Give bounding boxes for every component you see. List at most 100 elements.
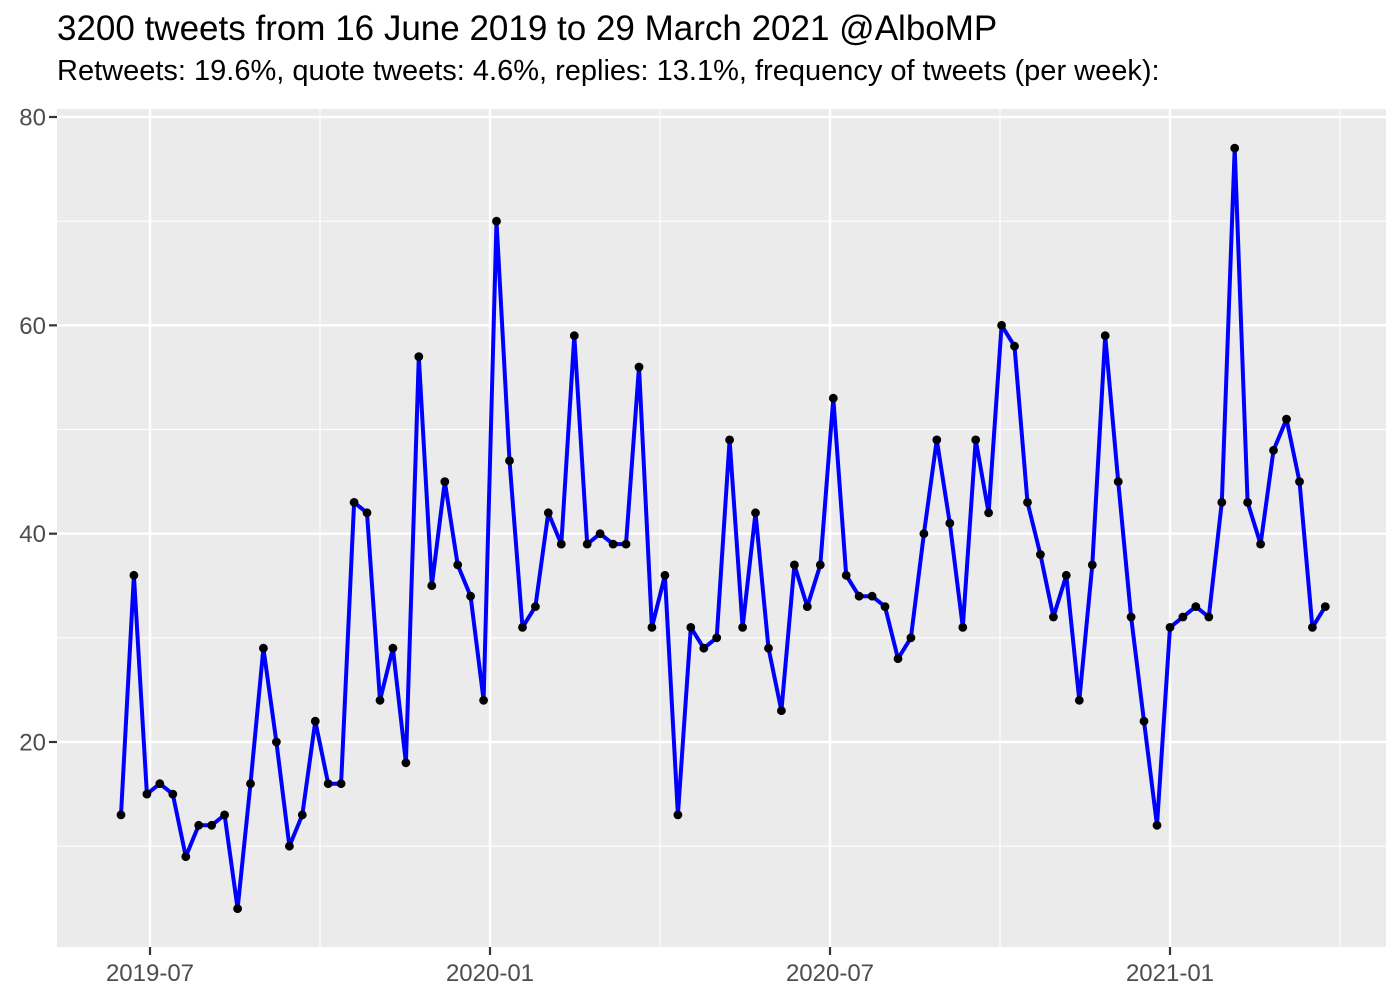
data-point: [1152, 820, 1162, 830]
data-point: [310, 716, 320, 726]
data-point: [440, 477, 450, 486]
data-point: [194, 820, 204, 830]
data-point: [1165, 623, 1175, 632]
data-point: [958, 623, 968, 632]
data-point: [142, 789, 152, 799]
data-point: [233, 904, 243, 914]
data-point: [401, 758, 411, 768]
x-tick-label: 2021-01: [1126, 960, 1214, 987]
data-point: [997, 320, 1006, 330]
data-point: [259, 643, 268, 653]
data-point: [1049, 612, 1058, 622]
x-tick-label: 2019-07: [106, 960, 194, 987]
data-point: [841, 570, 851, 580]
data-point: [181, 852, 191, 861]
data-point: [777, 706, 786, 716]
chart-title: 3200 tweets from 16 June 2019 to 29 Marc…: [57, 9, 998, 48]
data-point: [1113, 477, 1123, 486]
data-point: [1191, 602, 1201, 611]
data-point: [116, 810, 126, 820]
data-point: [919, 529, 929, 539]
data-point: [207, 820, 217, 830]
data-point: [479, 695, 488, 705]
data-point: [621, 539, 631, 549]
data-point: [505, 456, 514, 466]
data-point: [336, 779, 346, 789]
data-point: [492, 216, 501, 226]
tweet-frequency-line: [119, 146, 1328, 911]
data-point: [1282, 414, 1291, 424]
data-point: [880, 602, 890, 611]
data-point: [802, 602, 812, 611]
data-point: [906, 633, 916, 643]
data-point: [1010, 341, 1019, 351]
data-point: [427, 581, 437, 591]
data-point: [686, 623, 696, 632]
data-point: [673, 810, 683, 820]
data-point: [932, 435, 942, 445]
data-point: [984, 508, 993, 518]
data-point: [220, 810, 230, 820]
data-point: [285, 841, 294, 851]
data-point: [323, 779, 333, 789]
data-point: [1295, 477, 1304, 486]
data-point: [1087, 560, 1097, 570]
data-point: [1230, 143, 1240, 153]
data-point: [595, 529, 605, 539]
data-point: [518, 623, 527, 632]
data-point: [1023, 498, 1032, 507]
data-point: [543, 508, 553, 518]
x-tick-label: 2020-01: [446, 960, 534, 987]
data-point: [531, 602, 540, 611]
data-point: [1139, 716, 1149, 726]
data-point: [1074, 695, 1084, 705]
data-point: [297, 810, 307, 820]
data-point: [569, 331, 579, 341]
data-point: [582, 539, 592, 549]
data-point: [375, 695, 385, 705]
data-point: [738, 623, 747, 632]
data-point: [828, 393, 838, 403]
data-point: [1126, 612, 1136, 622]
data-point: [453, 560, 463, 570]
data-point: [1217, 498, 1227, 507]
data-point: [272, 737, 281, 747]
data-point: [1100, 331, 1110, 341]
data-point: [712, 633, 722, 643]
data-point: [246, 779, 255, 789]
data-point: [1036, 550, 1045, 559]
data-point: [556, 539, 566, 549]
data-point: [867, 591, 877, 601]
data-point: [608, 539, 618, 549]
data-point: [699, 643, 709, 653]
y-tick-label: 40: [19, 521, 46, 548]
data-point: [815, 560, 825, 570]
data-point: [168, 789, 178, 799]
data-point: [660, 570, 670, 580]
data-point: [647, 623, 657, 632]
data-point: [971, 435, 981, 445]
data-point: [1178, 612, 1188, 622]
data-point: [725, 435, 734, 445]
data-point: [764, 643, 773, 653]
data-point: [1320, 602, 1330, 611]
data-point: [155, 779, 165, 789]
data-point: [362, 508, 372, 518]
y-tick-label: 20: [19, 730, 46, 757]
data-point: [945, 518, 955, 528]
data-point: [1256, 539, 1265, 549]
data-point: [1243, 498, 1252, 507]
data-point: [893, 654, 903, 664]
chart-subtitle: Retweets: 19.6%, quote tweets: 4.6%, rep…: [57, 55, 1160, 87]
data-point: [1061, 570, 1071, 580]
x-tick-label: 2020-07: [786, 960, 874, 987]
data-point: [751, 508, 760, 518]
data-point: [388, 643, 398, 653]
data-point: [349, 498, 359, 507]
data-point: [466, 591, 475, 601]
y-tick-label: 80: [19, 104, 46, 131]
y-tick-label: 60: [19, 313, 46, 340]
data-point: [414, 352, 424, 361]
data-point: [1308, 623, 1317, 632]
